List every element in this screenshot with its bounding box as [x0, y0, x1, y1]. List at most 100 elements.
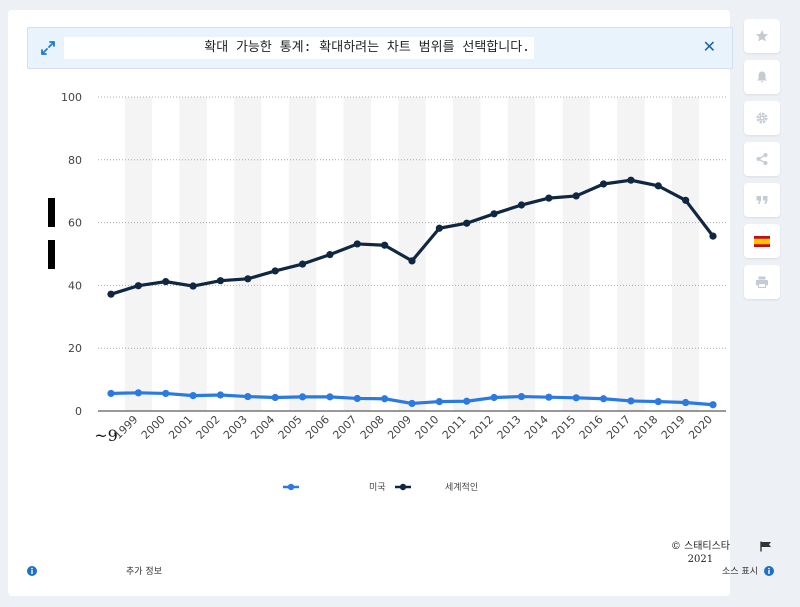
data-point-us — [545, 393, 553, 401]
data-point-us — [381, 395, 389, 403]
x-tick-label: 2000 — [139, 413, 168, 442]
data-point-world — [298, 260, 307, 268]
x-tick-label: 2012 — [467, 413, 496, 442]
sidebar — [744, 19, 780, 306]
x-tick-label: 2010 — [412, 413, 441, 442]
data-point-world — [107, 290, 115, 298]
x-tick-label: 2014 — [522, 413, 551, 442]
band-shading — [507, 97, 536, 411]
quote-icon — [756, 196, 768, 204]
cite-button[interactable] — [744, 183, 780, 217]
data-point-us — [326, 393, 334, 401]
gear-icon — [756, 112, 768, 124]
x-tick-label: 2005 — [276, 413, 305, 442]
flag-es-icon — [754, 235, 770, 247]
data-point-world — [408, 257, 416, 265]
share-icon — [756, 153, 768, 165]
favorite-button[interactable] — [744, 19, 780, 53]
x-tick-label: 2013 — [495, 413, 524, 442]
y-tick-label: 80 — [68, 154, 82, 167]
more-info-link[interactable]: 추가 정보 — [126, 567, 162, 577]
print-button[interactable] — [744, 265, 780, 299]
data-point-world — [545, 194, 553, 202]
data-point-us — [134, 389, 142, 397]
data-point-world — [244, 275, 252, 283]
x-tick-label: 2006 — [303, 413, 332, 442]
band-shading — [288, 97, 317, 411]
data-point-world — [682, 196, 690, 204]
band-shading — [179, 97, 207, 411]
data-point-world — [572, 192, 580, 200]
settings-button[interactable] — [744, 101, 780, 135]
legend-swatch-world — [395, 483, 411, 491]
star-icon — [756, 30, 768, 42]
notification-button[interactable] — [744, 60, 780, 94]
print-icon — [756, 276, 768, 288]
data-point-world — [326, 251, 334, 259]
data-point-us — [654, 397, 662, 406]
x-tick-label: 2001 — [166, 413, 195, 442]
data-point-world — [381, 241, 389, 249]
data-point-us — [572, 394, 580, 402]
band-shading — [124, 97, 153, 411]
data-point-world — [162, 278, 170, 286]
x-tick-label: 2015 — [549, 413, 578, 442]
y-tick-label: 20 — [68, 342, 82, 355]
show-source-link[interactable]: 소스 표시 — [722, 567, 758, 577]
data-point-us — [490, 393, 498, 402]
data-point-us — [353, 394, 361, 403]
x-tick-label: 2002 — [194, 413, 223, 442]
close-icon[interactable]: ✕ — [702, 37, 716, 56]
language-button[interactable] — [744, 224, 780, 258]
source-info-icon[interactable] — [764, 566, 774, 576]
band-shading — [343, 97, 371, 411]
x-tick-label: 2016 — [577, 413, 606, 442]
x-tick-label: 1999 — [111, 413, 140, 442]
data-point-world — [463, 219, 471, 227]
y-tick-label: 0 — [75, 405, 82, 418]
copyright-year: 2021 — [687, 554, 714, 565]
data-point-us — [517, 392, 526, 401]
data-point-world — [654, 182, 662, 190]
x-tick-label: 2020 — [686, 413, 715, 442]
data-point-world — [627, 176, 635, 184]
share-button[interactable] — [744, 142, 780, 176]
source-credit: © 스태티스타 2021 — [671, 540, 730, 566]
x-tick-label: 2007 — [330, 413, 359, 442]
x-tick-label: 2003 — [221, 413, 250, 442]
zoom-banner: 확대 가능한 통계: 확대하려는 차트 범위를 선택합니다. ✕ — [27, 27, 733, 69]
band-shading — [234, 97, 262, 411]
band-shading — [671, 97, 700, 411]
data-point-us — [599, 395, 608, 403]
data-point-us — [709, 401, 717, 409]
x-tick-label: 2018 — [631, 413, 660, 442]
data-point-world — [490, 210, 498, 218]
info-icon[interactable] — [27, 566, 37, 576]
y-tick-label: 40 — [68, 279, 82, 292]
legend-label-us: 미국 — [369, 483, 386, 493]
band-shading — [617, 97, 645, 411]
y-tick-label: 100 — [61, 91, 82, 104]
y-tick-label: 60 — [68, 217, 82, 230]
expand-icon[interactable] — [40, 40, 56, 56]
data-point-us — [435, 397, 443, 406]
data-point-us — [463, 397, 471, 405]
data-point-world — [271, 267, 279, 275]
bell-icon — [757, 71, 767, 83]
x-tick-label: 2004 — [248, 413, 277, 442]
data-point-us — [107, 389, 115, 398]
band-shading — [562, 97, 590, 411]
banner-text: 확대 가능한 통계: 확대하려는 차트 범위를 선택합니다. — [64, 37, 534, 59]
data-point-us — [298, 393, 307, 401]
black-bar-mark — [48, 240, 55, 269]
x-tick-label: 2017 — [604, 413, 633, 442]
x-tick-label: 2009 — [385, 413, 414, 442]
data-point-us — [216, 391, 225, 399]
x-tick-label: 2019 — [659, 413, 688, 442]
flag-icon[interactable] — [760, 541, 772, 552]
x-tick-label: 2011 — [440, 413, 469, 442]
x-tick-label: 2008 — [358, 413, 387, 442]
data-point-world — [709, 232, 717, 240]
data-point-world — [216, 277, 225, 285]
